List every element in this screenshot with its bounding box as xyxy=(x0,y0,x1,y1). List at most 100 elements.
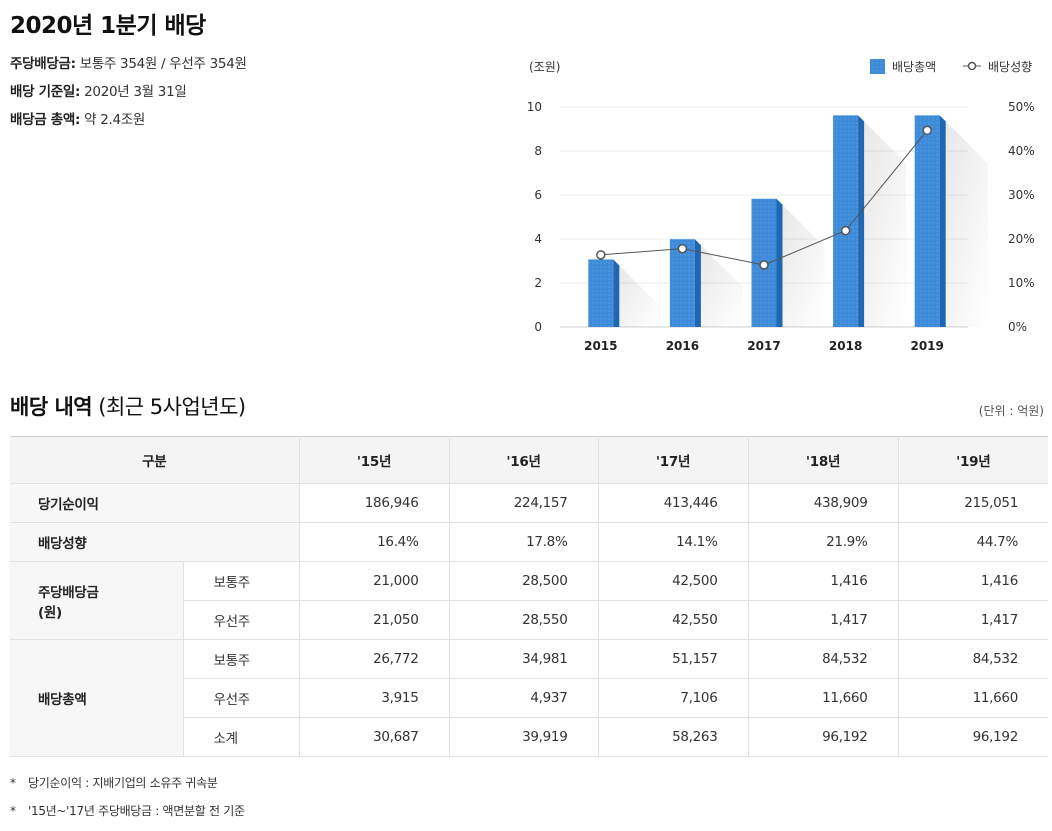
table-row-total-subtotal: 소계 30,687 39,919 58,263 96,192 96,192 xyxy=(10,717,1048,757)
cell: 224,157 xyxy=(448,483,599,523)
legend-bar-swatch xyxy=(870,59,885,74)
cell: 1,417 xyxy=(897,600,1048,640)
bar-shadow xyxy=(613,259,662,327)
sub-label: 우선주 xyxy=(183,678,300,718)
y2-tick-label: 50% xyxy=(1008,100,1035,114)
legend-line-label: 배당성향 xyxy=(988,60,1032,74)
header-category: 구분 xyxy=(10,436,300,484)
cell: 84,532 xyxy=(897,639,1048,679)
cell: 11,660 xyxy=(747,678,899,718)
cell: 34,981 xyxy=(448,639,599,679)
header-year: '18년 xyxy=(747,436,899,484)
table-row-payout: 배당성향 16.4% 17.8% 14.1% 21.9% 44.7% xyxy=(10,522,1048,562)
cell: 21,000 xyxy=(298,561,450,601)
header-year: '19년 xyxy=(897,436,1048,484)
bar xyxy=(669,239,695,327)
cell: 51,157 xyxy=(597,639,749,679)
cell: 7,106 xyxy=(597,678,749,718)
y-tick-label: 4 xyxy=(534,232,542,246)
bar xyxy=(833,115,859,327)
x-tick-label: 2019 xyxy=(910,339,943,353)
y2-tick-label: 30% xyxy=(1008,188,1035,202)
cell: 44.7% xyxy=(897,522,1048,562)
cell: 30,687 xyxy=(298,717,450,757)
cell: 11,660 xyxy=(897,678,1048,718)
summary-total: 배당금 총액: 약 2.4조원 xyxy=(10,112,146,128)
cell: 413,446 xyxy=(597,483,749,523)
cell: 26,772 xyxy=(298,639,450,679)
page-title: 2020년 1분기 배당 xyxy=(10,13,206,39)
x-tick-label: 2015 xyxy=(584,339,617,353)
sub-label: 보통주 xyxy=(182,639,300,679)
dividend-chart: 0 2 4 6 8 10 0% 10% 20% 30% 40% 50% 2015 2016 2017 2018… xyxy=(527,59,1035,353)
x-tick-label: 2016 xyxy=(666,339,699,353)
cell: 58,263 xyxy=(597,717,749,757)
cell: 42,500 xyxy=(597,561,749,601)
cell: 17.8% xyxy=(448,522,599,562)
table-row-dps-common: 주당배당금 (원) 보통주 21,000 28,500 42,500 1,416 … xyxy=(10,561,1048,640)
table-row-total-common: 배당총액 보통주 26,772 34,981 51,157 84,532 84,… xyxy=(10,639,1048,757)
table-row-dps-preferred: 우선주 21,050 28,550 42,550 1,417 1,417 xyxy=(10,600,1048,640)
section-title: 배당 내역 (최근 5사업년도) xyxy=(10,395,246,419)
payout-point xyxy=(840,225,851,236)
payout-point xyxy=(922,125,932,136)
summary-record-date: 배당 기준일: 2020년 3월 31일 xyxy=(10,84,187,100)
row-label-total: 배당총액 xyxy=(10,639,184,757)
dividend-summary: 주당배당금: 보통주 354원 / 우선주 354원 배당 기준일: 2020년… xyxy=(10,50,247,134)
header-year: '17년 xyxy=(597,436,749,484)
y-axis-unit: (조원) xyxy=(529,60,560,74)
row-label-dps: 주당배당금 (원) xyxy=(10,561,184,640)
table-row-net-income: 당기순이익 186,946 224,157 413,446 438,909 21… xyxy=(10,483,1048,523)
row-label: 배당성향 xyxy=(10,522,300,562)
sub-label: 보통주 xyxy=(182,561,300,601)
y2-tick-label: 20% xyxy=(1008,232,1035,246)
cell: 438,909 xyxy=(747,483,899,523)
cell: 1,417 xyxy=(747,600,899,640)
legend: 배당총액 배당성향 xyxy=(870,59,1032,74)
cell: 1,416 xyxy=(747,561,899,601)
cell: 186,946 xyxy=(298,483,450,523)
y2-tick-label: 40% xyxy=(1008,144,1035,158)
bar xyxy=(914,115,940,327)
bar-side xyxy=(613,259,620,327)
y-tick-label: 6 xyxy=(534,188,542,202)
legend-bar-label: 배당총액 xyxy=(892,60,936,74)
unit-label: (단위 : 억원) xyxy=(978,404,1044,418)
bar-shadow xyxy=(776,198,825,327)
cell: 84,532 xyxy=(747,639,899,679)
row-label: 당기순이익 xyxy=(10,483,300,523)
cell: 14.1% xyxy=(597,522,749,562)
bar-shadow xyxy=(694,239,743,327)
cell: 1,416 xyxy=(897,561,1048,601)
payout-point xyxy=(677,243,688,254)
cell: 4,937 xyxy=(448,678,599,718)
x-tick-label: 2017 xyxy=(747,339,780,353)
bar xyxy=(588,259,614,327)
sub-label: 소계 xyxy=(183,717,300,757)
x-tick-label: 2018 xyxy=(829,339,862,353)
cell: 21.9% xyxy=(747,522,899,562)
legend-line-marker xyxy=(967,61,977,71)
y2-tick-label: 0% xyxy=(1008,320,1027,334)
cell: 28,550 xyxy=(448,600,599,640)
y-tick-label: 2 xyxy=(534,276,542,290)
payout-point xyxy=(596,250,606,260)
y-tick-label: 8 xyxy=(534,144,542,158)
summary-dps: 주당배당금: 보통주 354원 / 우선주 354원 xyxy=(10,56,247,72)
bar-shadow xyxy=(858,115,907,327)
cell: 16.4% xyxy=(298,522,450,562)
cell: 215,051 xyxy=(897,483,1048,523)
cell: 96,192 xyxy=(897,717,1048,757)
cell: 39,919 xyxy=(448,717,599,757)
table-row-total-preferred: 우선주 3,915 4,937 7,106 11,660 11,660 xyxy=(10,678,1048,718)
bar-shadow xyxy=(939,115,988,327)
y2-tick-label: 10% xyxy=(1008,276,1035,290)
bar-side xyxy=(694,239,701,327)
y-tick-label: 10 xyxy=(527,100,542,114)
cell: 28,500 xyxy=(448,561,599,601)
table-header-row: 구분 '15년 '16년 '17년 '18년 '19년 xyxy=(10,436,1048,484)
cell: 96,192 xyxy=(747,717,899,757)
y-tick-label: 0 xyxy=(534,320,542,334)
bar-side xyxy=(776,198,783,327)
footnote: * 당기순이익 : 지배기업의 소유주 귀속분 xyxy=(10,776,218,790)
